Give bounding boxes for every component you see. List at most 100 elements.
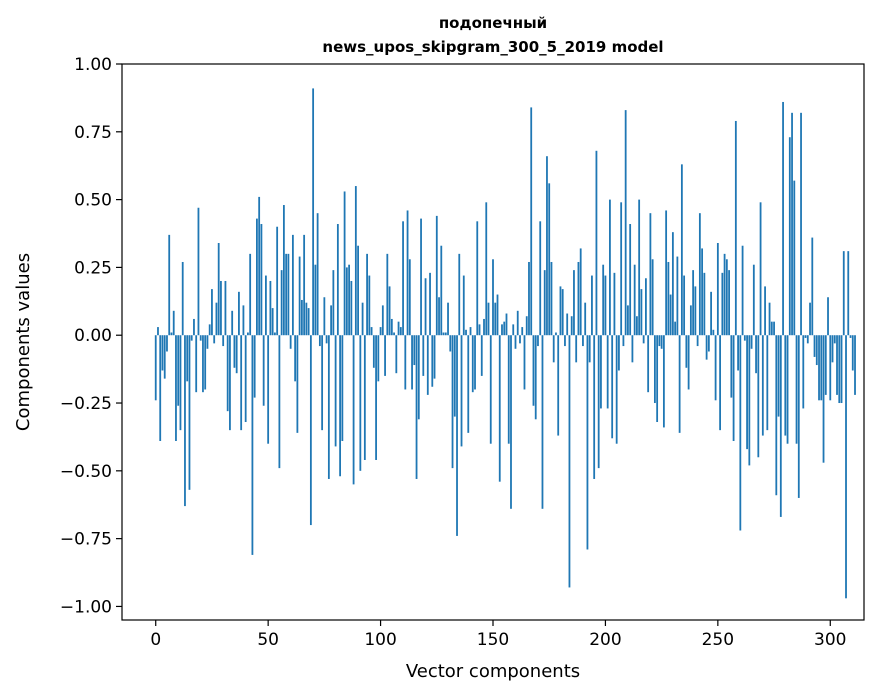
bar-259 (737, 335, 739, 371)
bar-65 (300, 299, 303, 336)
bar-222 (653, 335, 656, 404)
bar-205 (615, 335, 618, 444)
bar-243 (701, 248, 704, 336)
bar-200 (604, 275, 607, 336)
bar-263 (746, 335, 748, 450)
bar-189 (579, 248, 582, 336)
bar-269 (759, 202, 762, 336)
bar-72 (316, 213, 319, 336)
bar-290 (806, 335, 809, 344)
bar-136 (460, 335, 463, 447)
bar-53 (274, 332, 276, 336)
bar-253 (723, 253, 726, 336)
bar-105 (390, 318, 393, 336)
bar-310 (851, 335, 854, 371)
bar-52 (271, 308, 274, 336)
bar-29 (220, 280, 222, 336)
y-axis-ticks: 1.00 0.75 0.50 0.25 0.00 −0.25 −0.50 −0.75 −1.00 (60, 55, 122, 617)
bar-298 (824, 335, 827, 395)
bar-24 (208, 324, 211, 336)
bar-261 (741, 245, 744, 336)
bar-191 (584, 302, 587, 336)
bar-178 (555, 332, 557, 336)
bar-260 (739, 335, 742, 531)
bar-9 (175, 335, 177, 441)
bar-291 (809, 302, 811, 336)
bar-40 (244, 335, 247, 423)
bar-156 (505, 313, 508, 336)
bar-139 (467, 335, 470, 433)
bar-125 (435, 215, 438, 336)
bar-182 (564, 335, 566, 347)
bar-280 (784, 335, 787, 436)
bar-8 (172, 310, 175, 336)
bar-150 (492, 259, 494, 336)
bar-185 (570, 316, 573, 336)
y-tick-label: 0.50 (74, 191, 112, 211)
bar-47 (260, 224, 263, 336)
bar-108 (397, 321, 400, 336)
bar-274 (770, 321, 773, 336)
bar-109 (399, 327, 402, 336)
bar-154 (501, 324, 503, 336)
bar-77 (327, 335, 330, 479)
bar-33 (229, 335, 231, 431)
bar-173 (543, 270, 546, 336)
bar-248 (712, 329, 715, 336)
bar-233 (678, 335, 681, 433)
bar-79 (332, 270, 335, 336)
x-tick-label: 0 (150, 630, 161, 650)
bar-137 (462, 275, 465, 336)
bar-7 (170, 332, 173, 336)
bar-242 (698, 213, 701, 336)
bar-252 (721, 272, 724, 336)
bar-168 (532, 335, 535, 406)
bar-283 (791, 112, 793, 336)
bar-250 (716, 243, 719, 336)
bar-257 (732, 335, 735, 441)
bar-118 (420, 218, 422, 336)
bar-92 (361, 302, 364, 336)
bar-195 (593, 335, 596, 479)
bar-135 (458, 253, 461, 336)
bar-212 (631, 335, 634, 363)
bar-230 (671, 232, 674, 336)
bar-39 (242, 305, 245, 336)
bar-302 (833, 335, 836, 344)
bar-307 (845, 335, 847, 599)
bar-293 (813, 335, 816, 357)
bar-90 (357, 245, 359, 336)
bar-115 (413, 335, 416, 366)
bar-56 (280, 270, 283, 336)
bar-198 (600, 335, 602, 409)
bar-26 (213, 335, 216, 344)
bar-276 (775, 335, 778, 496)
bar-15 (188, 335, 191, 490)
bar-88 (352, 335, 355, 485)
bar-162 (519, 335, 521, 344)
bar-223 (656, 335, 659, 423)
bar-256 (730, 335, 733, 398)
bar-167 (530, 107, 533, 336)
bar-240 (694, 286, 697, 336)
bar-158 (510, 335, 512, 509)
bar-231 (674, 321, 677, 336)
bar-68 (307, 308, 310, 336)
bar-27 (215, 302, 218, 336)
y-tick-label: −0.50 (60, 462, 112, 482)
bar-210 (627, 305, 629, 336)
bar-236 (685, 335, 688, 368)
bar-183 (566, 313, 569, 336)
bar-37 (238, 291, 240, 336)
bar-179 (557, 335, 560, 436)
bars-group (154, 88, 856, 599)
bar-241 (696, 335, 699, 347)
bar-309 (849, 335, 852, 338)
bar-202 (609, 199, 611, 336)
bar-73 (318, 335, 321, 347)
bar-304 (838, 335, 841, 404)
bar-170 (537, 335, 539, 347)
bar-180 (559, 286, 562, 336)
bar-55 (278, 335, 281, 469)
bar-144 (478, 324, 481, 336)
